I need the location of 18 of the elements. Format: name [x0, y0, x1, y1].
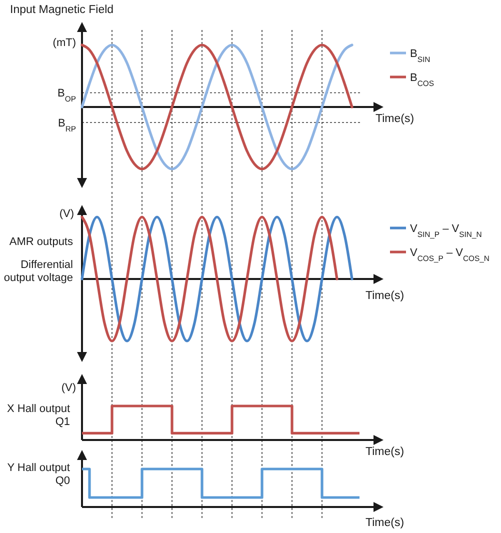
x-axis-title: Time(s): [366, 446, 404, 458]
legend-label: V$_{SIN_P}$ – V$_{SIN_N}$: [410, 223, 482, 238]
legend-label: B$_{COS}$: [410, 72, 434, 88]
legend-label: B$_{SIN}$: [410, 48, 430, 64]
y-axis-title: (V): [61, 382, 76, 394]
y-axis-title: (V): [59, 208, 74, 220]
text: AMR outputs: [9, 236, 74, 248]
text: X Hall output Q1: [7, 403, 70, 428]
text: Differential output voltage: [4, 259, 73, 284]
x-axis-title: Time(s): [376, 113, 414, 125]
x-axis-title: Time(s): [366, 517, 404, 529]
chart-title: Input Magnetic Field: [10, 4, 114, 16]
x-axis-title: Time(s): [366, 290, 404, 302]
legend-label: V$_{COS_P}$ – V$_{COS_N}$: [410, 247, 490, 262]
ref-line-label: B$_{OP}$: [58, 88, 76, 104]
y-axis-title: (mT): [52, 37, 76, 49]
ref-line-label: B$_{RP}$: [58, 118, 76, 133]
text: Y Hall output Q0: [7, 462, 70, 487]
